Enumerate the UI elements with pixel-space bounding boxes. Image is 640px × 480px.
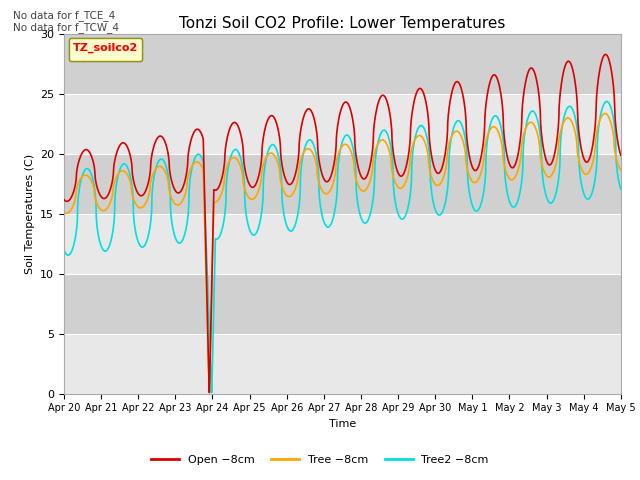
Bar (64, 94, 621, 154)
Bar (64, 34, 621, 94)
Title: Tonzi Soil CO2 Profile: Lower Temperatures: Tonzi Soil CO2 Profile: Lower Temperatur… (179, 16, 506, 31)
Bar (64, 154, 621, 214)
Legend:  (69, 38, 142, 61)
Text: No data for f_TCE_4
No data for f_TCW_4: No data for f_TCE_4 No data for f_TCW_4 (13, 10, 119, 33)
Legend: Open −8cm, Tree −8cm, Tree2 −8cm: Open −8cm, Tree −8cm, Tree2 −8cm (147, 451, 493, 469)
Bar (64, 214, 621, 274)
Y-axis label: Soil Temperatures (C): Soil Temperatures (C) (24, 154, 35, 274)
Bar (64, 274, 621, 334)
X-axis label: Time: Time (329, 419, 356, 429)
Bar (64, 334, 621, 394)
